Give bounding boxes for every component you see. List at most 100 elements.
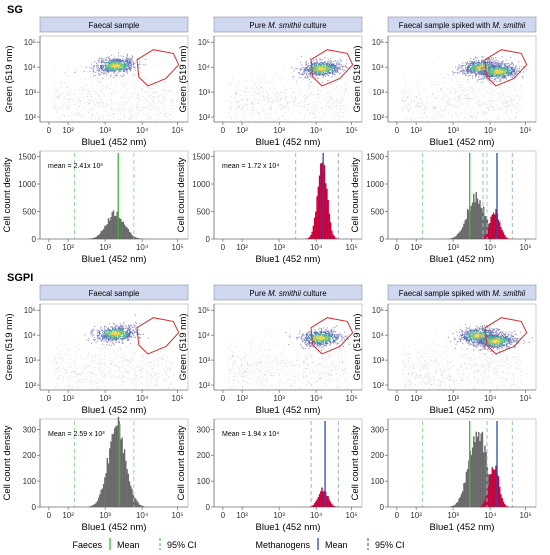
scatter-point <box>339 67 341 69</box>
scatter-point <box>334 70 336 72</box>
scatter-point <box>319 65 321 67</box>
scatter-point <box>494 60 497 62</box>
scatter-point <box>337 63 339 65</box>
scatter-point <box>106 373 108 375</box>
scatter-point <box>162 88 164 90</box>
scatter-point <box>140 376 142 378</box>
scatter-point <box>299 73 301 75</box>
scatter-point <box>313 88 315 90</box>
scatter-point <box>345 91 347 92</box>
scatter-point <box>474 56 476 58</box>
scatter-point <box>515 64 517 67</box>
scatter-point <box>435 97 437 99</box>
scatter-point <box>126 359 127 361</box>
scatter-point <box>304 69 306 71</box>
scatter-point <box>306 69 308 71</box>
scatter-point <box>453 99 454 101</box>
scatter-point <box>144 91 146 93</box>
scatter-point <box>325 66 328 68</box>
scatter-point <box>333 70 335 72</box>
scatter-point <box>96 363 98 365</box>
scatter-point <box>106 69 108 71</box>
histogram-bar-faeces <box>484 215 486 239</box>
scatter-point <box>257 102 259 104</box>
scatter-point <box>471 61 473 63</box>
scatter-point <box>491 61 493 63</box>
scatter-point <box>516 70 518 72</box>
scatter-point <box>346 109 348 111</box>
scatter-point <box>487 97 489 99</box>
scatter-point <box>294 91 296 93</box>
scatter-point <box>506 74 508 76</box>
scatter-point <box>73 361 75 363</box>
scatter-point <box>86 339 88 341</box>
scatter-point <box>444 94 446 95</box>
scatter-point <box>123 69 125 71</box>
scatter-point <box>96 65 98 67</box>
section-label-sg: SG <box>7 4 23 16</box>
histogram-bar-faeces <box>95 236 97 239</box>
scatter-point <box>111 62 114 64</box>
scatter-point <box>478 100 480 102</box>
scatter-point <box>427 120 429 121</box>
scatter-point <box>130 58 132 60</box>
scatter-point <box>265 109 267 111</box>
scatter-point <box>134 352 136 354</box>
scatter-point <box>130 343 132 345</box>
hist-y-label: Cell count density <box>350 157 361 232</box>
scatter-point <box>116 60 119 63</box>
scatter-point <box>66 94 68 96</box>
scatter-point <box>407 111 409 112</box>
scatter-point <box>484 64 486 66</box>
scatter-point <box>91 372 93 374</box>
scatter-point <box>258 113 260 115</box>
scatter-point <box>426 107 428 109</box>
scatter-point <box>336 63 338 66</box>
scatter-point <box>339 118 340 120</box>
scatter-point <box>107 106 109 108</box>
scatter-point <box>512 103 514 105</box>
scatter-point <box>114 69 116 71</box>
scatter-point <box>57 352 59 354</box>
scatter-point <box>106 89 108 91</box>
scatter-point <box>413 99 414 101</box>
histogram-bar-methanogens <box>311 231 313 239</box>
scatter-point <box>471 97 473 99</box>
scatter-point <box>517 103 519 105</box>
scatter-point <box>418 120 420 122</box>
scatter-point <box>262 98 263 100</box>
scatter-point <box>87 358 89 359</box>
y-tick-label: 1500 <box>192 153 210 162</box>
scatter-point <box>489 68 491 70</box>
scatter-point <box>68 377 70 378</box>
scatter-point <box>146 370 148 372</box>
scatter-point <box>98 113 100 115</box>
scatter-point <box>462 68 464 70</box>
scatter-point <box>132 63 134 65</box>
scatter-point <box>286 89 287 90</box>
histogram-bar-faeces <box>474 202 476 239</box>
scatter-point <box>96 66 98 68</box>
scatter-point <box>126 370 128 372</box>
scatter-point <box>315 70 317 72</box>
scatter-point <box>104 70 106 72</box>
scatter-point <box>488 71 491 73</box>
scatter-point <box>327 65 329 67</box>
scatter-point <box>127 64 129 66</box>
scatter-point <box>237 106 239 108</box>
scatter-point <box>488 71 490 74</box>
scatter-point <box>482 69 484 71</box>
scatter-point <box>66 370 68 372</box>
histogram-bar-methanogens <box>492 212 495 239</box>
scatter-point <box>335 98 337 100</box>
scatter-point <box>64 369 66 371</box>
scatter-point <box>499 71 501 73</box>
scatter-point <box>275 111 277 113</box>
scatter-point <box>315 101 317 103</box>
scatter-point <box>286 101 287 103</box>
scatter-point <box>114 64 116 66</box>
scatter-point <box>73 93 75 95</box>
scatter-point <box>156 358 158 360</box>
panel-title-part: Faecal sample <box>89 289 140 298</box>
scatter-point <box>61 343 63 345</box>
